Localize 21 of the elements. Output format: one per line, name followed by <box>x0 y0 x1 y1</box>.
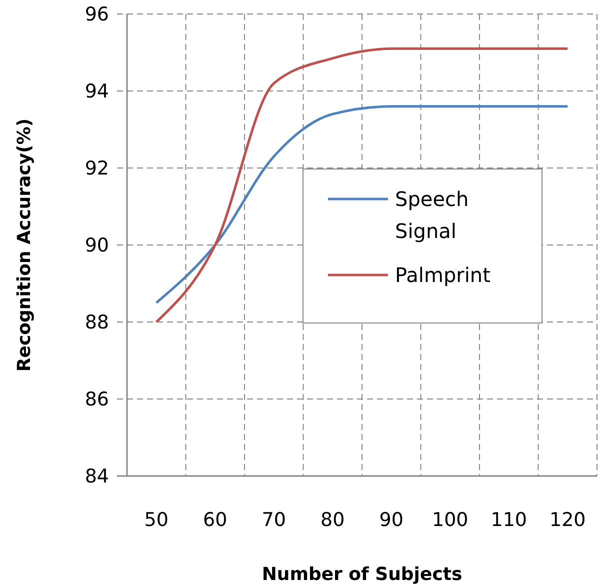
line-series <box>155 105 569 304</box>
x-axis-title: Number of Subjects <box>262 564 462 585</box>
x-tick-label: 50 <box>144 509 168 531</box>
y-tick-label: 92 <box>84 158 109 180</box>
line-series <box>155 47 569 324</box>
x-tick-label: 80 <box>320 509 345 531</box>
x-tick-label: 110 <box>490 509 528 531</box>
y-tick-label: 96 <box>84 4 109 26</box>
y-tick-label: 88 <box>84 312 109 334</box>
legend-label: Speech Signal <box>395 187 469 243</box>
x-tick-label: 120 <box>549 509 586 531</box>
y-tick-label: 94 <box>84 80 109 103</box>
x-tick-label: 90 <box>379 509 404 531</box>
y-tick-label: 84 <box>84 466 109 488</box>
y-tick-label: 86 <box>84 388 109 411</box>
y-axis-title: Recognition Accuracy(%) <box>14 118 35 372</box>
x-tick-label: 70 <box>262 509 286 531</box>
x-tick-label: 60 <box>203 509 228 531</box>
legend-label: Palmprint <box>395 263 491 287</box>
x-tick-label: 100 <box>432 509 468 531</box>
y-tick-label: 90 <box>84 234 109 257</box>
